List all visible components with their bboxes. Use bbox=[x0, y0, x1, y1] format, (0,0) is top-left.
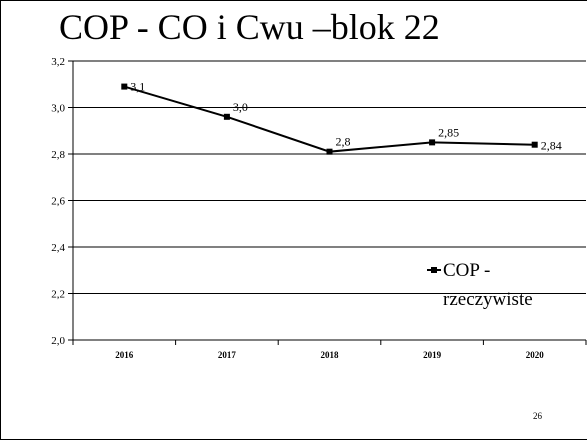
x-tick-labels: 2016 2017 2018 2019 2020 bbox=[115, 350, 544, 360]
data-point bbox=[531, 141, 538, 148]
grid-lines bbox=[73, 60, 586, 341]
x-tick-label: 2018 bbox=[321, 350, 340, 360]
y-tick-label: 2,6 bbox=[51, 196, 65, 208]
y-tick-label: 3,2 bbox=[51, 56, 65, 68]
y-tick-label: 2,8 bbox=[51, 149, 65, 161]
x-tick-label: 2019 bbox=[423, 350, 442, 360]
y-tick-label: 3,0 bbox=[51, 103, 65, 115]
legend-label-line1: COP - bbox=[443, 260, 490, 281]
y-tick-label: 2,4 bbox=[51, 242, 65, 254]
y-tick-label: 2,0 bbox=[51, 335, 65, 347]
y-tick-label: 2,2 bbox=[51, 289, 65, 301]
data-point bbox=[429, 139, 436, 146]
axes bbox=[68, 60, 587, 345]
series-line bbox=[124, 85, 535, 153]
data-label: 2,8 bbox=[336, 135, 351, 149]
data-point bbox=[121, 83, 128, 90]
data-label: 2,85 bbox=[438, 125, 459, 139]
legend: COP - rzeczywiste bbox=[427, 260, 533, 310]
x-tick-label: 2020 bbox=[526, 350, 545, 360]
data-label: 2,84 bbox=[541, 139, 562, 153]
legend-marker bbox=[431, 267, 437, 273]
data-labels: 3,1 3,0 2,8 2,85 2,84 bbox=[130, 80, 561, 153]
data-label: 3,1 bbox=[130, 80, 145, 94]
data-point bbox=[326, 148, 333, 155]
page-number: 26 bbox=[533, 411, 542, 421]
legend-label-line2: rzeczywiste bbox=[443, 289, 533, 310]
x-tick-label: 2016 bbox=[115, 350, 134, 360]
y-tick-labels: 2,0 2,2 2,4 2,6 2,8 3,0 3,2 bbox=[51, 56, 65, 347]
data-point bbox=[223, 113, 230, 120]
data-label: 3,0 bbox=[233, 100, 248, 114]
slide-title: COP - CO i Cwu –blok 22 bbox=[59, 7, 440, 47]
x-tick-label: 2017 bbox=[218, 350, 237, 360]
series-cop bbox=[121, 83, 538, 155]
